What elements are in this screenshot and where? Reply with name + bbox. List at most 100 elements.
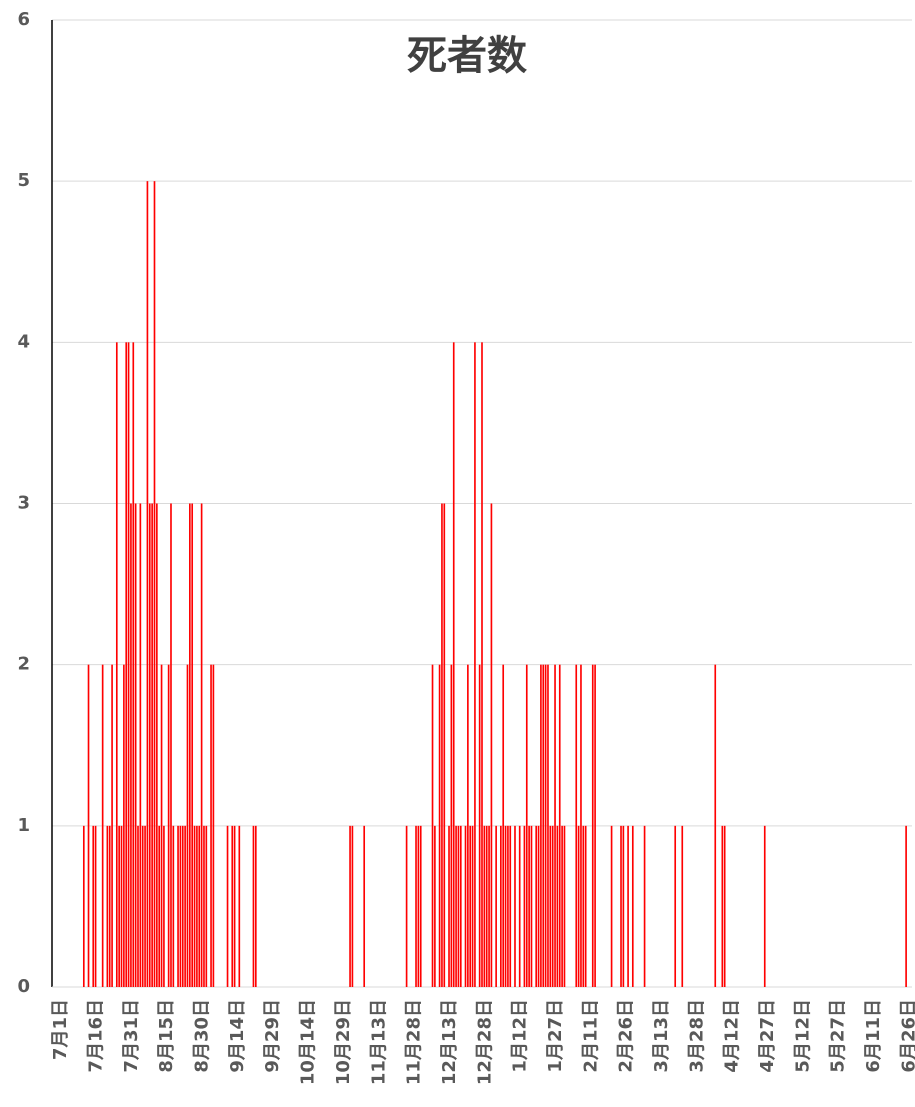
bar [172,825,175,987]
bar [181,825,184,987]
bar [467,664,469,987]
x-tick-label: 7月1日 [50,999,71,1060]
bar [158,825,161,987]
bar [514,825,516,987]
bar [351,825,354,987]
bar [94,825,97,987]
x-tick-label: 9月29日 [262,999,283,1073]
bar [563,825,566,987]
bar [502,664,505,987]
y-tick-label: 5 [17,170,30,191]
x-tick-label: 8月15日 [156,999,177,1073]
bar [106,825,109,987]
bar [504,825,507,987]
bar [643,825,646,987]
x-tick-label: 10月14日 [298,999,319,1085]
bar [87,664,90,987]
x-tick-label: 1月12日 [510,999,531,1073]
bar [469,825,472,987]
bar [723,825,726,987]
bar [139,503,142,987]
bar [132,342,135,987]
x-tick-label: 3月13日 [651,999,672,1073]
bar [120,825,123,987]
bar [130,503,132,987]
x-tick-label: 12月28日 [474,999,495,1085]
bar [146,181,149,987]
bar [196,825,198,987]
bar [558,664,561,987]
x-tick-label: 11月28日 [404,999,425,1085]
bar [226,825,229,987]
bar [417,825,420,987]
bar [763,825,766,987]
bar [459,825,462,987]
bar [434,825,436,987]
bar [186,664,189,987]
bar [523,825,526,987]
bar [518,825,521,987]
bar [349,825,351,987]
x-tick-label: 2月11日 [580,999,601,1073]
bar [495,825,497,987]
bar [125,342,128,987]
bar [170,503,172,987]
bar [500,825,502,987]
bar [525,664,528,987]
bar [554,664,556,987]
bar [627,825,629,987]
bar [238,825,241,987]
y-tick-label: 0 [17,976,30,997]
x-tick-label: 1月27日 [545,999,566,1073]
bar [721,825,724,987]
bar [233,825,236,987]
bar [530,825,533,987]
x-tick-label: 8月30日 [192,999,213,1073]
bar [547,664,549,987]
bar [127,342,130,987]
bar [134,503,137,987]
bar [474,342,476,987]
bar [363,825,366,987]
bar [443,503,446,987]
bar [577,825,580,987]
bar [137,825,139,987]
bar [189,503,191,987]
bar [455,825,457,987]
bar [681,825,684,987]
bar [415,825,417,987]
x-tick-label: 2月26日 [616,999,637,1073]
bar [210,664,212,987]
bar [540,664,542,987]
bar [419,825,422,987]
bar [156,503,158,987]
bar [115,342,118,987]
x-tick-label: 7月16日 [86,999,107,1073]
bar [141,825,144,987]
bar [622,825,625,987]
bar [198,825,201,987]
bar [551,825,554,987]
bar [254,825,257,987]
bar [544,664,547,987]
x-tick-label: 10月29日 [333,999,354,1085]
bar [580,664,582,987]
bar [478,664,481,987]
x-tick-label: 6月26日 [898,999,915,1073]
bar [177,825,179,987]
bar [101,664,104,987]
x-tick-label: 12月13日 [439,999,460,1085]
bar [594,664,596,987]
bar [153,181,156,987]
bar [160,664,163,987]
bar [905,825,907,987]
bar [431,664,434,987]
bar [82,825,85,987]
bar [481,342,483,987]
bar [448,825,450,987]
bar [179,825,182,987]
bar [507,825,509,987]
bar [252,825,255,987]
bar [191,503,194,987]
